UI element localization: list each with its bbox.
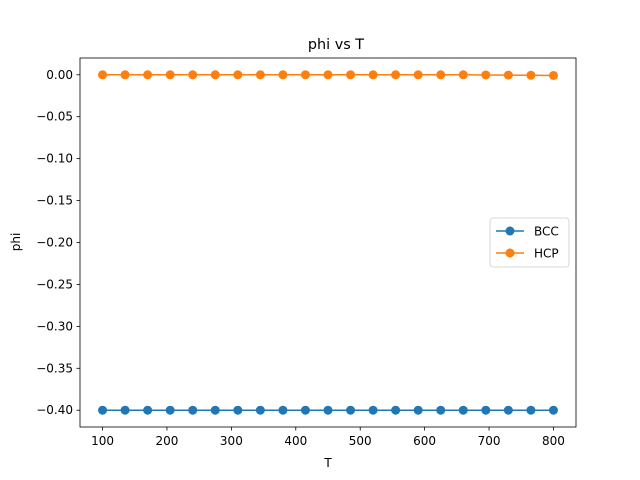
x-axis-label: T	[323, 456, 332, 470]
y-tick-label: −0.15	[36, 194, 73, 208]
data-point-hcp	[323, 70, 333, 80]
data-point-hcp	[548, 70, 558, 80]
data-point-hcp	[481, 70, 491, 80]
legend-marker-bcc	[505, 226, 515, 236]
data-point-bcc	[300, 405, 310, 415]
legend-item-bcc: BCC	[496, 225, 559, 239]
data-point-bcc	[526, 405, 536, 415]
data-point-bcc	[503, 405, 513, 415]
data-point-hcp	[210, 70, 220, 80]
data-point-hcp	[233, 70, 243, 80]
y-tick-label: −0.30	[36, 319, 73, 333]
x-tick-label: 600	[413, 434, 436, 448]
data-point-hcp	[188, 70, 198, 80]
y-tick-label: −0.40	[36, 403, 73, 417]
x-tick-label: 700	[478, 434, 501, 448]
legend: BCC HCP	[489, 217, 570, 268]
data-point-hcp	[278, 70, 288, 80]
data-point-bcc	[143, 405, 153, 415]
data-point-bcc	[323, 405, 333, 415]
data-point-hcp	[165, 70, 175, 80]
data-point-bcc	[481, 405, 491, 415]
data-point-bcc	[346, 405, 356, 415]
legend-marker-hcp	[505, 248, 515, 258]
data-point-hcp	[503, 70, 513, 80]
x-tick-label: 300	[220, 434, 243, 448]
chart-title: phi vs T	[308, 37, 364, 53]
y-tick-label: −0.20	[36, 236, 73, 250]
data-point-hcp	[120, 70, 130, 80]
data-point-bcc	[413, 405, 423, 415]
data-point-hcp	[391, 70, 401, 80]
y-tick-label: 0.00	[46, 68, 73, 82]
data-point-bcc	[188, 405, 198, 415]
series-bcc	[98, 405, 558, 415]
x-tick-label: 200	[156, 434, 179, 448]
x-tick-label: 800	[542, 434, 565, 448]
data-point-bcc	[233, 405, 243, 415]
data-point-hcp	[368, 70, 378, 80]
data-point-bcc	[210, 405, 220, 415]
x-tick-label: 500	[349, 434, 372, 448]
legend-item-hcp: HCP	[496, 247, 559, 261]
y-tick-label: −0.10	[36, 152, 73, 166]
data-point-hcp	[143, 70, 153, 80]
data-point-bcc	[458, 405, 468, 415]
data-point-hcp	[526, 70, 536, 80]
x-tick-label: 400	[284, 434, 307, 448]
legend-label-bcc: BCC	[534, 225, 559, 239]
data-point-bcc	[548, 405, 558, 415]
x-axis: 100 200 300 400 500 600 700 800	[91, 427, 565, 448]
x-tick-label: 100	[91, 434, 114, 448]
data-point-hcp	[98, 70, 108, 80]
data-point-bcc	[98, 405, 108, 415]
data-point-hcp	[346, 70, 356, 80]
data-point-bcc	[391, 405, 401, 415]
data-point-bcc	[278, 405, 288, 415]
y-axis-label: phi	[9, 233, 23, 252]
data-point-bcc	[120, 405, 130, 415]
data-point-hcp	[458, 70, 468, 80]
data-point-bcc	[368, 405, 378, 415]
data-point-hcp	[255, 70, 265, 80]
data-point-bcc	[255, 405, 265, 415]
data-point-bcc	[436, 405, 446, 415]
y-axis: 0.00 −0.05 −0.10 −0.15 −0.20 −0.25 −0.30 −0.35 −…	[36, 68, 80, 417]
legend-label-hcp: HCP	[534, 247, 559, 261]
series-layer	[98, 70, 558, 415]
data-point-hcp	[300, 70, 310, 80]
data-point-hcp	[413, 70, 423, 80]
series-hcp	[98, 70, 558, 80]
y-tick-label: −0.35	[36, 361, 73, 375]
data-point-hcp	[436, 70, 446, 80]
y-tick-label: −0.05	[36, 110, 73, 124]
plot-frame	[79, 57, 577, 428]
y-tick-label: −0.25	[36, 277, 73, 291]
data-point-bcc	[165, 405, 175, 415]
